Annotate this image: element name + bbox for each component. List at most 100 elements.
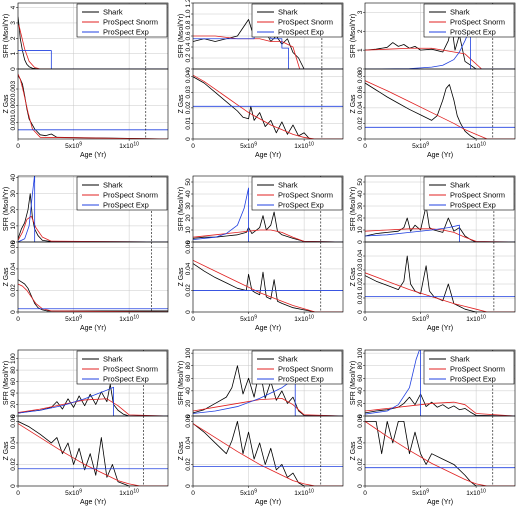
sfr-ytick-label: 0	[357, 414, 364, 418]
sfr-ytick-label: 0.6	[185, 31, 192, 40]
zgas-series-shark	[18, 75, 168, 139]
zgas-frame	[17, 415, 169, 487]
zgas-series-group	[365, 80, 515, 139]
zgas-ytick-label: 0	[357, 484, 364, 488]
sfr-ytick-label: 20	[10, 206, 17, 214]
sfr-ytick-label: 0	[185, 414, 192, 418]
zgas-series-shark	[193, 420, 343, 486]
sfr-ytick-label: 60	[185, 374, 192, 382]
x-tick-label: 5x109	[412, 489, 429, 498]
sfr-ytick-label: 10	[357, 226, 364, 234]
zgas-series-prospect-snorm	[365, 272, 515, 312]
legend-entry: ProSpect Snorm	[450, 365, 505, 374]
zgas-frame	[192, 68, 344, 140]
sfr-ytick-label: 30	[357, 202, 364, 210]
zgas-ytick-label: 0	[10, 484, 17, 488]
legend-entry: Shark	[450, 8, 470, 17]
sfr-ytick-label: 0	[185, 240, 192, 244]
zgas-ytick-label: 0	[10, 310, 17, 314]
x-axis-label: Age (Yr)	[255, 325, 281, 332]
zgas-ytick-label: 0.003	[10, 80, 17, 97]
zgas-ytick-label: 0.01	[357, 291, 364, 304]
sfr-ytick-label: 0	[10, 240, 17, 244]
sfr-ytick-label: 10	[185, 226, 192, 234]
zgas-series-group	[18, 73, 168, 139]
sfr-axis-label: SFR (Msol/Yr)	[178, 14, 185, 58]
sfr-series-shark	[18, 16, 168, 69]
x-tick-label: 0	[191, 490, 195, 497]
sfr-ytick-label: 20	[357, 214, 364, 222]
sfr-series-prospect-exp	[18, 386, 168, 416]
zgas-axis-label: Z Gas	[178, 441, 185, 461]
zgas-ytick-label: 0.04	[185, 436, 192, 449]
x-axis-label: Age (Yr)	[255, 152, 281, 159]
sfr-ytick-label: 0	[10, 414, 17, 418]
zgas-series-prospect-snorm	[193, 423, 343, 486]
sfr-ytick-label: 0	[10, 67, 17, 71]
x-tick-label: 0	[16, 490, 20, 497]
x-tick-label: 5x109	[65, 489, 82, 498]
zgas-ytick-label: 0.02	[185, 284, 192, 297]
sfr-series-prospect-exp	[365, 350, 515, 416]
sfr-axis-label: SFR (Msol/Yr)	[3, 361, 10, 405]
sfr-ytick-label: 3	[10, 21, 17, 25]
zgas-subplot: 0 0.02 0.04 0.06 Z Gas	[3, 241, 169, 314]
sfr-series-prospect-exp	[193, 187, 343, 242]
zgas-frame	[364, 241, 516, 313]
sfr-series-prospect-exp	[365, 27, 515, 69]
sfr-ytick-label: 0.8	[185, 20, 192, 29]
zgas-axis-label: Z Gas	[3, 267, 10, 287]
x-axis-label: Age (Yr)	[427, 499, 453, 506]
sfr-series-prospect-exp	[193, 377, 343, 416]
sfr-ytick-label: 50	[185, 178, 192, 186]
zgas-axis-label: Z Gas	[178, 267, 185, 287]
zgas-ytick-label: 0.04	[10, 262, 17, 275]
zgas-series-group	[18, 279, 168, 312]
x-tick-label: 1x1010	[466, 489, 486, 498]
sfr-series-prospect-snorm	[18, 215, 168, 242]
sfr-ytick-label: 20	[10, 401, 17, 409]
zgas-ytick-label: 0.06	[185, 415, 192, 428]
sfr-series-prospect-snorm	[365, 228, 515, 242]
sfr-series-shark	[18, 384, 168, 416]
x-axis-label: Age (Yr)	[427, 325, 453, 332]
zgas-ytick-label: 0.06	[357, 415, 364, 428]
zgas-frame	[17, 241, 169, 313]
zgas-series-prospect-snorm	[193, 74, 343, 139]
legend-box	[76, 176, 168, 211]
zgas-ytick-label: 0.03	[185, 86, 192, 99]
zgas-ytick-label: 0.04	[357, 101, 364, 114]
x-tick-label: 5x109	[240, 142, 257, 151]
zgas-axis-label: Z Gas	[3, 94, 10, 114]
sfr-series-group	[365, 25, 515, 69]
sfr-series-group	[193, 187, 343, 242]
zgas-series-prospect-snorm	[365, 80, 515, 139]
sfr-axis-label: SFR (Msol/Yr)	[178, 187, 185, 231]
legend-entry: Shark	[278, 355, 298, 364]
sfr-ytick-label: 0	[357, 67, 364, 71]
x-tick-label: 1x1010	[119, 315, 139, 324]
zgas-series-prospect-snorm	[18, 283, 168, 312]
sfr-ytick-label: 10	[10, 222, 17, 230]
zgas-axis-label: Z Gas	[3, 441, 10, 461]
sfr-ytick-label: 1.2	[185, 0, 192, 8]
sfr-ytick-label: 20	[357, 399, 364, 407]
sfr-ytick-label: 0	[357, 240, 364, 244]
x-axis-label: Age (Yr)	[255, 499, 281, 506]
legend-entry: ProSpect Exp	[103, 375, 149, 384]
sfr-series-prospect-snorm	[365, 47, 515, 69]
sfr-ytick-label: 0	[185, 67, 192, 71]
x-tick-label: 1x1010	[294, 142, 314, 151]
legend-entry: ProSpect Exp	[103, 28, 149, 37]
sfr-series-prospect-snorm	[365, 401, 515, 416]
sfr-ytick-label: 40	[185, 387, 192, 395]
legend-entry: Shark	[278, 8, 298, 17]
x-tick-label: 0	[191, 143, 195, 150]
x-tick-label: 0	[16, 143, 20, 150]
sfr-series-prospect-exp	[18, 50, 168, 69]
